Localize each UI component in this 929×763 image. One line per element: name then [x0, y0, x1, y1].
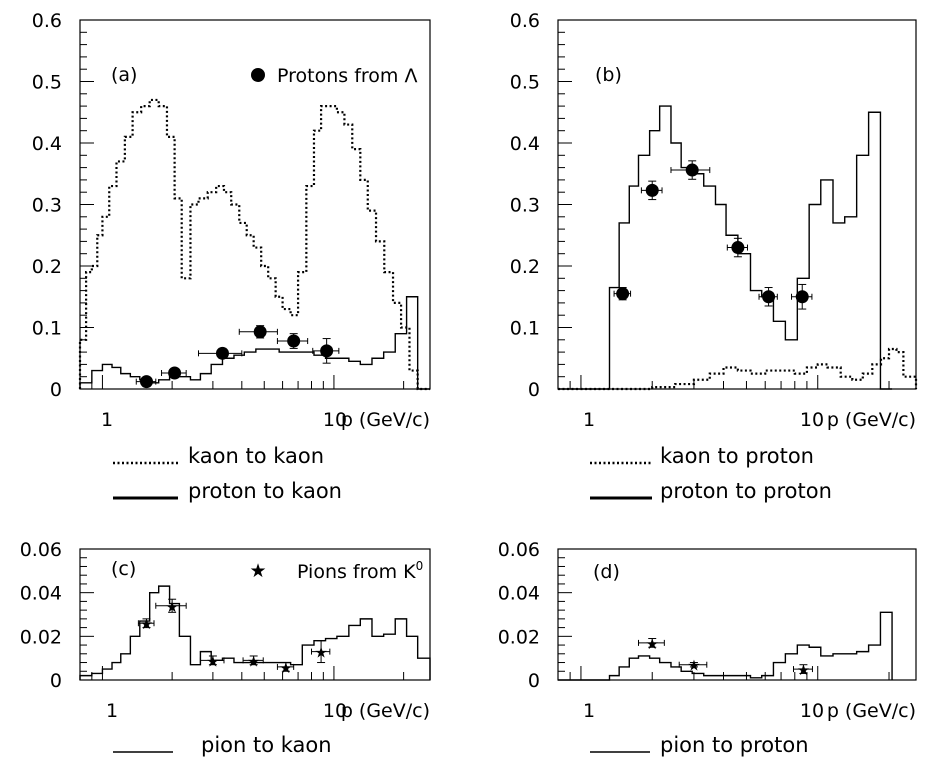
legend-text-pion-to-proton: pion to proton — [660, 733, 809, 757]
legend-text-kaon-to-kaon: kaon to kaon — [188, 444, 324, 468]
panel-label-a: (a) — [111, 64, 137, 86]
y-tick-label: 0.3 — [510, 195, 540, 217]
legend-marker-star: ★ — [249, 560, 266, 582]
y-tick-label: 0.1 — [32, 318, 62, 340]
y-tick-label: 0.6 — [32, 10, 62, 32]
series-pion-to-proton — [558, 611, 893, 681]
data-point-circle — [685, 163, 699, 177]
y-tick-label: 0 — [50, 670, 62, 692]
data-point-circle — [616, 287, 630, 301]
panel-label-c: (c) — [111, 558, 136, 580]
x-tick-label: 10 — [323, 409, 347, 431]
legend-text-kaon-to-proton: kaon to proton — [660, 444, 814, 468]
y-tick-label: 0 — [528, 379, 540, 401]
data-point-star: ★ — [797, 661, 810, 679]
y-tick-label: 0.2 — [510, 256, 540, 278]
data-point-circle — [731, 241, 745, 255]
panel-label-d: (d) — [593, 561, 620, 583]
series-pion-to-kaon — [79, 585, 431, 680]
x-tick-label: 10 — [323, 700, 347, 722]
plot-frame — [557, 548, 917, 681]
data-point-star: ★ — [140, 615, 153, 633]
data-point-star: ★ — [247, 652, 260, 670]
x-tick-label: 1 — [583, 700, 595, 722]
legend-text-pion-to-kaon: pion to kaon — [201, 733, 332, 757]
x-axis-label: p (GeV/c) — [827, 409, 916, 431]
x-tick-label: 10 — [800, 700, 824, 722]
legend-label-protons: Protons from Λ — [277, 65, 417, 87]
data-point-star: ★ — [314, 644, 327, 662]
data-point-star: ★ — [279, 659, 292, 677]
y-tick-label: 0.1 — [510, 318, 540, 340]
legend-text-proton-to-kaon: proton to kaon — [188, 479, 342, 503]
x-tick-label: 10 — [800, 409, 824, 431]
panel-label-b: (b) — [595, 64, 622, 86]
y-tick-label: 0.4 — [510, 133, 540, 155]
y-tick-label: 0.06 — [498, 539, 540, 561]
x-axis-label: p (GeV/c) — [341, 700, 430, 722]
data-point-star: ★ — [687, 657, 700, 675]
y-tick-label: 0 — [528, 670, 540, 692]
data-point-circle — [215, 346, 229, 360]
data-point-circle — [139, 375, 153, 389]
series-proton-to-proton — [558, 105, 893, 390]
data-point-circle — [320, 344, 334, 358]
legend-text-proton-to-proton: proton to proton — [660, 479, 832, 503]
y-tick-label: 0.3 — [32, 195, 62, 217]
y-tick-label: 0.02 — [498, 626, 540, 648]
panel-d: 0 0.02 0.04 0.06 1 10 p (GeV/c) ★ ★ ★ (d) — [498, 539, 917, 722]
data-point-circle — [645, 183, 659, 197]
y-tick-label: 0.02 — [20, 626, 62, 648]
series-proton-to-kaon — [79, 296, 430, 390]
data-point-circle — [795, 290, 809, 304]
y-tick-label: 0.5 — [510, 72, 540, 94]
panel-b: 0 0.1 0.2 0.3 0.4 0.5 0.6 1 10 p (GeV/c) (b) — [510, 10, 918, 431]
y-tick-label: 0 — [50, 379, 62, 401]
data-point-circle — [253, 325, 267, 339]
panel-a: 0 0.1 0.2 0.3 0.4 0.5 0.6 1 10p (GeV/c) (a) Prot… — [32, 10, 431, 431]
x-tick-label: 1 — [101, 409, 113, 431]
data-point-circle — [168, 366, 182, 380]
y-tick-label: 0.5 — [32, 72, 62, 94]
panel-c: 0 0.02 0.04 0.06 1 10p (GeV/c) ★ ★ ★ ★ ★ ★ (c) ★ Pi… — [20, 539, 431, 722]
x-tick-label: 1 — [106, 700, 118, 722]
legend-label-pions-text: Pions from K — [297, 561, 416, 583]
y-tick-label: 0.04 — [20, 583, 62, 605]
y-tick-label: 0.4 — [32, 133, 62, 155]
y-tick-label: 0.06 — [20, 539, 62, 561]
series-kaon-to-kaon — [78, 98, 430, 391]
legend-label-pions-sup: 0 — [416, 559, 424, 573]
x-axis-label: p (GeV/c) — [827, 700, 916, 722]
series-kaon-to-proton — [558, 347, 918, 391]
legend-label-pions: Pions from K0 — [297, 559, 423, 583]
data-point-circle — [762, 290, 776, 304]
data-point-star: ★ — [165, 598, 178, 616]
y-tick-label: 0.2 — [32, 256, 62, 278]
plot-frame — [79, 548, 431, 681]
x-tick-label: 1 — [583, 409, 595, 431]
x-axis-label: p (GeV/c) — [341, 409, 430, 431]
y-tick-label: 0.04 — [498, 583, 540, 605]
legend-marker-circle — [251, 68, 265, 82]
data-point-star: ★ — [206, 652, 219, 670]
data-point-circle — [287, 334, 301, 348]
y-tick-label: 0.6 — [510, 10, 540, 32]
data-point-star: ★ — [646, 635, 659, 653]
